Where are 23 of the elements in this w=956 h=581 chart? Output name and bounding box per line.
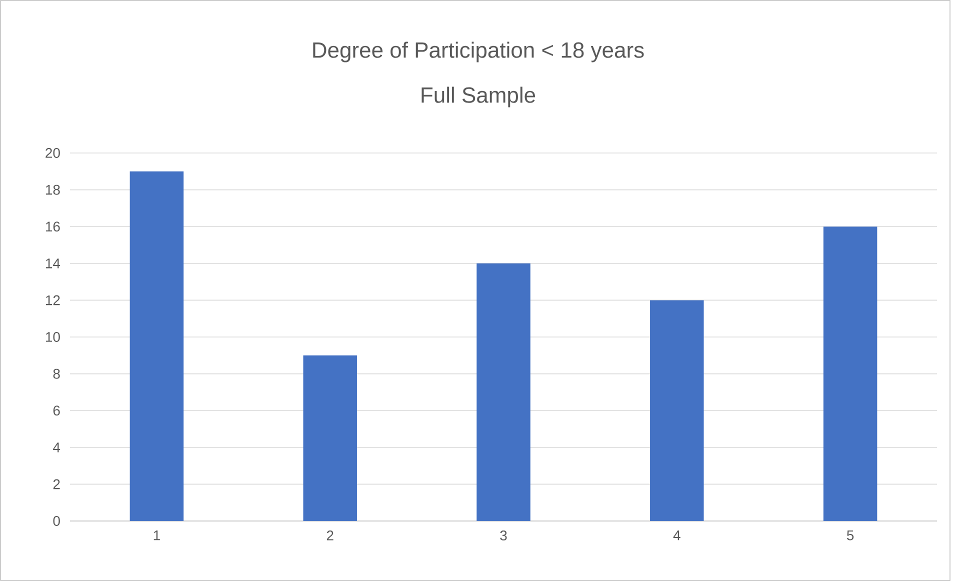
y-tick-label: 8 <box>53 368 60 379</box>
y-tick-label: 0 <box>53 516 60 526</box>
bar <box>650 300 704 521</box>
y-tick-label: 6 <box>53 406 60 416</box>
y-tick-label: 12 <box>46 295 60 306</box>
y-tick-label: 10 <box>46 332 60 342</box>
y-tick-label: 4 <box>53 442 60 452</box>
x-tick-label: 2 <box>326 530 334 540</box>
chart-subtitle: Full Sample <box>422 86 536 108</box>
bar <box>823 226 878 521</box>
x-tick-label: 3 <box>500 530 507 540</box>
x-tick-label: 5 <box>846 530 854 540</box>
y-tick-label: 20 <box>46 148 60 158</box>
bar <box>303 355 357 521</box>
y-tick-label: 16 <box>46 222 60 232</box>
y-tick-label: 14 <box>46 258 60 268</box>
x-tick-label: 4 <box>673 530 680 540</box>
x-tick-label: 1 <box>154 530 160 540</box>
bar <box>476 263 530 521</box>
y-tick-label: 18 <box>46 184 60 195</box>
y-tick-label: 2 <box>53 479 60 490</box>
chart-title: Degree of Participation < 18 years <box>313 42 644 62</box>
bar <box>130 171 184 521</box>
